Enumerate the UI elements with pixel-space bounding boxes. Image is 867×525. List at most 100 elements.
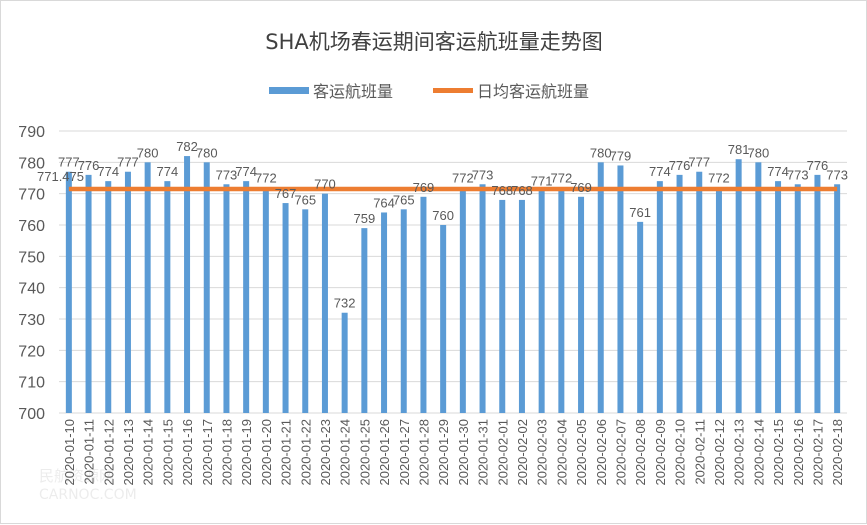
average-line-group: 771.475 xyxy=(37,169,838,192)
y-tick-label: 770 xyxy=(18,187,45,204)
bar-value-label: 770 xyxy=(314,177,336,192)
x-tick-label: 2020-02-02 xyxy=(515,419,530,486)
bar xyxy=(518,199,525,413)
bar xyxy=(85,174,92,413)
y-tick-label: 760 xyxy=(18,218,45,235)
bars xyxy=(65,156,841,414)
bar-value-label: 774 xyxy=(649,164,671,179)
y-tick-label: 730 xyxy=(18,312,45,329)
y-axis-ticks: 700 710 720 730 740 750 760 770 780 790 xyxy=(18,124,45,423)
legend-swatch-bars xyxy=(269,87,309,94)
bar-value-label: 774 xyxy=(767,164,789,179)
bar xyxy=(834,184,841,413)
bar-value-label: 780 xyxy=(747,145,769,160)
x-tick-label: 2020-01-28 xyxy=(416,419,431,486)
bar-value-label: 779 xyxy=(610,148,632,163)
bar xyxy=(381,212,388,413)
bar xyxy=(223,184,230,413)
bar-value-label: 774 xyxy=(235,164,257,179)
bar-value-label: 773 xyxy=(787,167,809,182)
bar-value-label: 761 xyxy=(629,205,651,220)
x-tick-label: 2020-01-26 xyxy=(377,419,392,486)
x-tick-label: 2020-02-04 xyxy=(554,419,569,486)
bar xyxy=(676,174,683,413)
bar-value-label: 768 xyxy=(511,183,533,198)
bar xyxy=(361,228,368,413)
x-tick-label: 2020-02-18 xyxy=(830,419,845,486)
bar-value-label: 764 xyxy=(373,195,395,210)
y-tick-label: 700 xyxy=(18,406,45,423)
x-tick-label: 2020-01-10 xyxy=(62,419,77,486)
bar xyxy=(637,221,644,413)
bar xyxy=(164,181,171,413)
bar-value-label: 776 xyxy=(78,158,100,173)
bar-value-label: 774 xyxy=(156,164,178,179)
bar-value-label: 777 xyxy=(117,155,139,170)
x-tick-label: 2020-01-29 xyxy=(436,419,451,486)
x-tick-label: 2020-02-05 xyxy=(574,419,589,486)
bar xyxy=(558,187,565,413)
bar-value-labels: 7777767747777807747827807737747727677657… xyxy=(58,139,848,311)
bar xyxy=(321,193,328,413)
bar-value-label: 769 xyxy=(413,180,435,195)
average-value-label: 771.475 xyxy=(37,169,84,184)
bar-value-label: 732 xyxy=(334,296,356,311)
bar xyxy=(124,171,131,413)
bar xyxy=(65,171,72,413)
bar-value-label: 777 xyxy=(58,155,80,170)
x-tick-label: 2020-01-20 xyxy=(259,419,274,486)
watermark-text: 民航资源网 xyxy=(39,467,114,485)
bar xyxy=(814,174,821,413)
x-tick-label: 2020-01-19 xyxy=(239,419,254,486)
x-tick-label: 2020-02-17 xyxy=(810,419,825,486)
y-tick-label: 740 xyxy=(18,281,45,298)
y-tick-label: 710 xyxy=(18,375,45,392)
bar-value-label: 782 xyxy=(176,139,198,154)
bar-value-label: 776 xyxy=(669,158,691,173)
bar-value-label: 760 xyxy=(432,208,454,223)
x-tick-label: 2020-01-31 xyxy=(476,419,491,486)
bar xyxy=(243,181,250,413)
bar-value-label: 769 xyxy=(570,180,592,195)
y-tick-label: 720 xyxy=(18,343,45,360)
bar-value-label: 773 xyxy=(216,167,238,182)
bar-value-label: 768 xyxy=(491,183,513,198)
bar xyxy=(479,184,486,413)
x-tick-label: 2020-01-14 xyxy=(141,419,156,486)
bar-value-label: 777 xyxy=(688,155,710,170)
bar xyxy=(203,162,210,413)
x-tick-label: 2020-02-09 xyxy=(653,419,668,486)
bar xyxy=(597,162,604,413)
bar xyxy=(420,196,427,413)
gridlines xyxy=(59,130,847,414)
bar xyxy=(696,171,703,413)
x-tick-label: 2020-02-03 xyxy=(535,419,550,486)
x-tick-label: 2020-01-11 xyxy=(82,419,97,485)
bar xyxy=(459,187,466,413)
bar xyxy=(262,187,269,413)
legend: 客运航班量 日均客运航班量 xyxy=(269,83,589,101)
x-tick-label: 2020-01-16 xyxy=(180,419,195,486)
bar-value-label: 780 xyxy=(196,145,218,160)
x-tick-label: 2020-02-16 xyxy=(791,419,806,486)
watermark-text-latin: CARNOC.COM xyxy=(39,487,137,503)
bar-value-label: 765 xyxy=(294,192,316,207)
x-tick-label: 2020-01-30 xyxy=(456,419,471,486)
x-tick-label: 2020-02-15 xyxy=(771,419,786,486)
x-tick-label: 2020-01-27 xyxy=(397,419,412,486)
bar-value-label: 765 xyxy=(393,192,415,207)
x-tick-label: 2020-01-18 xyxy=(219,419,234,486)
bar-value-label: 759 xyxy=(353,211,375,226)
chart-title: SHA机场春运期间客运航班量走势图 xyxy=(265,30,603,54)
bar-value-label: 772 xyxy=(452,170,474,185)
y-tick-label: 780 xyxy=(18,155,45,172)
bar-value-label: 767 xyxy=(275,186,297,201)
x-tick-label: 2020-02-12 xyxy=(712,419,727,486)
x-tick-label: 2020-01-17 xyxy=(200,419,215,486)
bar xyxy=(302,209,309,413)
bar-value-label: 780 xyxy=(137,145,159,160)
x-tick-label: 2020-02-07 xyxy=(613,419,628,486)
bar-value-label: 773 xyxy=(472,167,494,182)
